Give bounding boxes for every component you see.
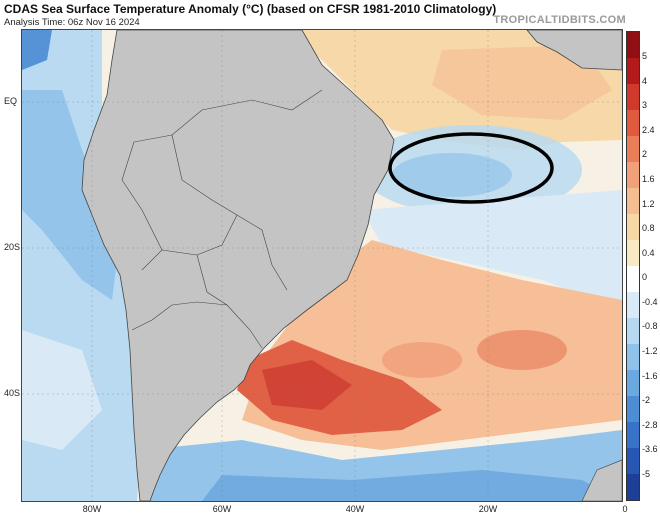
colorbar-label: 1.2: [642, 198, 655, 209]
colorbar-label: -3.6: [642, 444, 658, 455]
map-title: CDAS Sea Surface Temperature Anomaly (°C…: [4, 2, 497, 16]
lon-label-20w: 20W: [478, 504, 498, 514]
lat-label-40s: 40S: [4, 388, 21, 398]
colorbar-label: -2.8: [642, 419, 658, 430]
colorbar-label: 1.6: [642, 173, 655, 184]
colorbar-label: -2: [642, 395, 651, 406]
lon-label-40w: 40W: [345, 504, 365, 514]
lon-label-0: 0: [622, 504, 628, 514]
lon-label-60w: 60W: [212, 504, 232, 514]
lon-label-80w: 80W: [82, 504, 102, 514]
colorbar-label: 2.4: [642, 124, 655, 135]
colorbar-label: 4: [642, 75, 648, 86]
africa-coast: [526, 30, 622, 71]
highlight-ellipse: [388, 132, 554, 204]
colorbar-label: -0.8: [642, 321, 658, 332]
grid-lines: [22, 30, 622, 501]
colorbar-label: -1.6: [642, 370, 658, 381]
warm-patch-ne: [432, 45, 612, 120]
anomaly-field: [22, 30, 622, 501]
colorbar-label: 5: [642, 51, 648, 61]
colorbar-label: 0.8: [642, 223, 655, 234]
colorbar-label: -5: [642, 469, 651, 479]
cool-subtropical-band: [362, 190, 622, 310]
sst-anomaly-map: [21, 29, 623, 502]
country-borders: [121, 89, 323, 349]
colorbar-label: -1.2: [642, 346, 658, 357]
colorbar: [626, 31, 640, 501]
colorbar-label: 2: [642, 149, 648, 160]
lat-label-eq: EQ: [4, 96, 18, 106]
lat-label-20s: 20S: [4, 242, 21, 252]
antarctic-land: [581, 459, 622, 501]
brand-watermark: TROPICALTIDBITS.COM: [493, 14, 626, 26]
south-america-landmass: [81, 30, 395, 501]
analysis-time: Analysis Time: 06z Nov 16 2024: [4, 17, 140, 28]
colorbar-label: 0.4: [642, 247, 655, 258]
colorbar-label: 0: [642, 272, 648, 283]
colorbar-label: 3: [642, 100, 648, 111]
colorbar-label: -0.4: [642, 296, 658, 307]
